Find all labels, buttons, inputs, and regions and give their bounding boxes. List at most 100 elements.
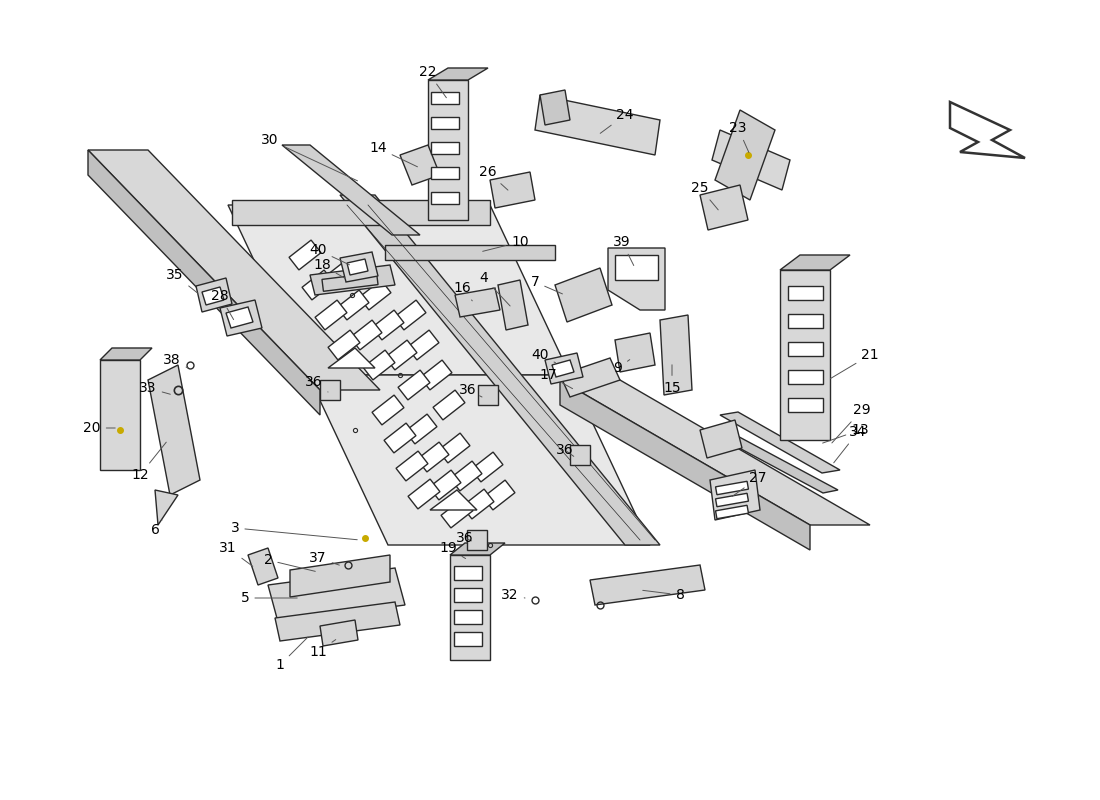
Text: 12: 12: [131, 442, 166, 482]
Polygon shape: [350, 320, 382, 350]
Polygon shape: [450, 543, 505, 555]
Text: 38: 38: [163, 353, 188, 368]
Polygon shape: [275, 602, 400, 641]
Polygon shape: [417, 442, 449, 472]
Polygon shape: [780, 270, 830, 440]
Polygon shape: [780, 255, 850, 270]
Polygon shape: [400, 145, 440, 185]
Text: 22: 22: [419, 65, 447, 98]
Polygon shape: [282, 145, 420, 235]
Polygon shape: [471, 452, 503, 482]
Polygon shape: [700, 185, 748, 230]
Polygon shape: [544, 353, 583, 384]
Polygon shape: [433, 390, 465, 420]
Polygon shape: [560, 358, 620, 397]
Polygon shape: [788, 370, 823, 384]
Text: 4: 4: [480, 271, 510, 306]
Text: 37: 37: [309, 551, 340, 565]
Polygon shape: [660, 315, 692, 395]
Polygon shape: [340, 252, 378, 282]
Polygon shape: [328, 348, 375, 368]
Polygon shape: [372, 310, 404, 340]
Text: 30: 30: [262, 133, 358, 181]
Text: 16: 16: [453, 281, 472, 301]
Text: 40: 40: [309, 243, 350, 265]
Polygon shape: [430, 490, 477, 510]
Text: 13: 13: [823, 423, 869, 443]
Polygon shape: [220, 300, 262, 336]
Text: 25: 25: [691, 181, 718, 210]
Polygon shape: [715, 432, 838, 493]
Polygon shape: [100, 360, 140, 470]
Text: 36: 36: [557, 443, 574, 457]
Polygon shape: [398, 370, 430, 400]
Polygon shape: [228, 205, 570, 375]
Polygon shape: [420, 360, 452, 390]
Polygon shape: [431, 167, 459, 179]
Polygon shape: [372, 395, 404, 425]
Text: 28: 28: [211, 289, 233, 319]
Polygon shape: [337, 290, 368, 320]
Polygon shape: [454, 566, 482, 580]
Text: 9: 9: [614, 360, 629, 375]
Text: 7: 7: [530, 275, 562, 294]
Polygon shape: [340, 195, 660, 545]
Polygon shape: [408, 479, 440, 509]
Text: 15: 15: [663, 365, 681, 395]
Polygon shape: [468, 530, 487, 550]
Text: 34: 34: [834, 425, 867, 463]
Polygon shape: [407, 330, 439, 360]
Polygon shape: [454, 588, 482, 602]
Polygon shape: [483, 480, 515, 510]
Polygon shape: [788, 342, 823, 356]
Polygon shape: [431, 117, 459, 129]
Text: 11: 11: [309, 639, 336, 659]
Polygon shape: [359, 280, 390, 310]
Polygon shape: [310, 265, 395, 295]
Text: 17: 17: [539, 368, 573, 389]
Polygon shape: [590, 565, 705, 605]
Polygon shape: [712, 130, 790, 190]
Text: 1: 1: [276, 637, 308, 672]
Text: 19: 19: [439, 541, 465, 558]
Polygon shape: [155, 490, 178, 525]
Polygon shape: [615, 333, 654, 372]
Text: 3: 3: [231, 521, 358, 540]
Polygon shape: [788, 314, 823, 328]
Text: 40: 40: [531, 348, 556, 362]
Polygon shape: [384, 423, 416, 453]
Polygon shape: [248, 548, 278, 585]
Polygon shape: [788, 398, 823, 412]
Text: 36: 36: [459, 383, 482, 397]
Polygon shape: [462, 489, 494, 519]
Polygon shape: [478, 385, 498, 405]
Polygon shape: [535, 95, 660, 155]
Polygon shape: [540, 90, 570, 125]
Polygon shape: [396, 451, 428, 481]
Polygon shape: [328, 330, 360, 360]
Polygon shape: [232, 200, 490, 225]
Polygon shape: [560, 380, 870, 525]
Polygon shape: [552, 360, 574, 377]
Polygon shape: [302, 270, 334, 300]
Text: 5: 5: [241, 591, 297, 605]
Polygon shape: [715, 482, 748, 494]
Polygon shape: [88, 150, 379, 390]
Polygon shape: [385, 245, 556, 260]
Text: 10: 10: [483, 235, 529, 251]
Polygon shape: [268, 568, 405, 622]
Polygon shape: [450, 555, 490, 660]
Polygon shape: [148, 365, 200, 495]
Polygon shape: [308, 375, 650, 545]
Polygon shape: [715, 494, 748, 506]
Text: 18: 18: [314, 258, 345, 278]
Polygon shape: [315, 300, 346, 330]
Polygon shape: [363, 350, 395, 380]
Polygon shape: [441, 498, 473, 528]
Polygon shape: [720, 412, 840, 473]
Polygon shape: [454, 610, 482, 624]
Polygon shape: [320, 620, 358, 646]
Text: 33: 33: [140, 381, 170, 395]
Text: 36: 36: [305, 375, 328, 392]
Polygon shape: [196, 278, 232, 312]
